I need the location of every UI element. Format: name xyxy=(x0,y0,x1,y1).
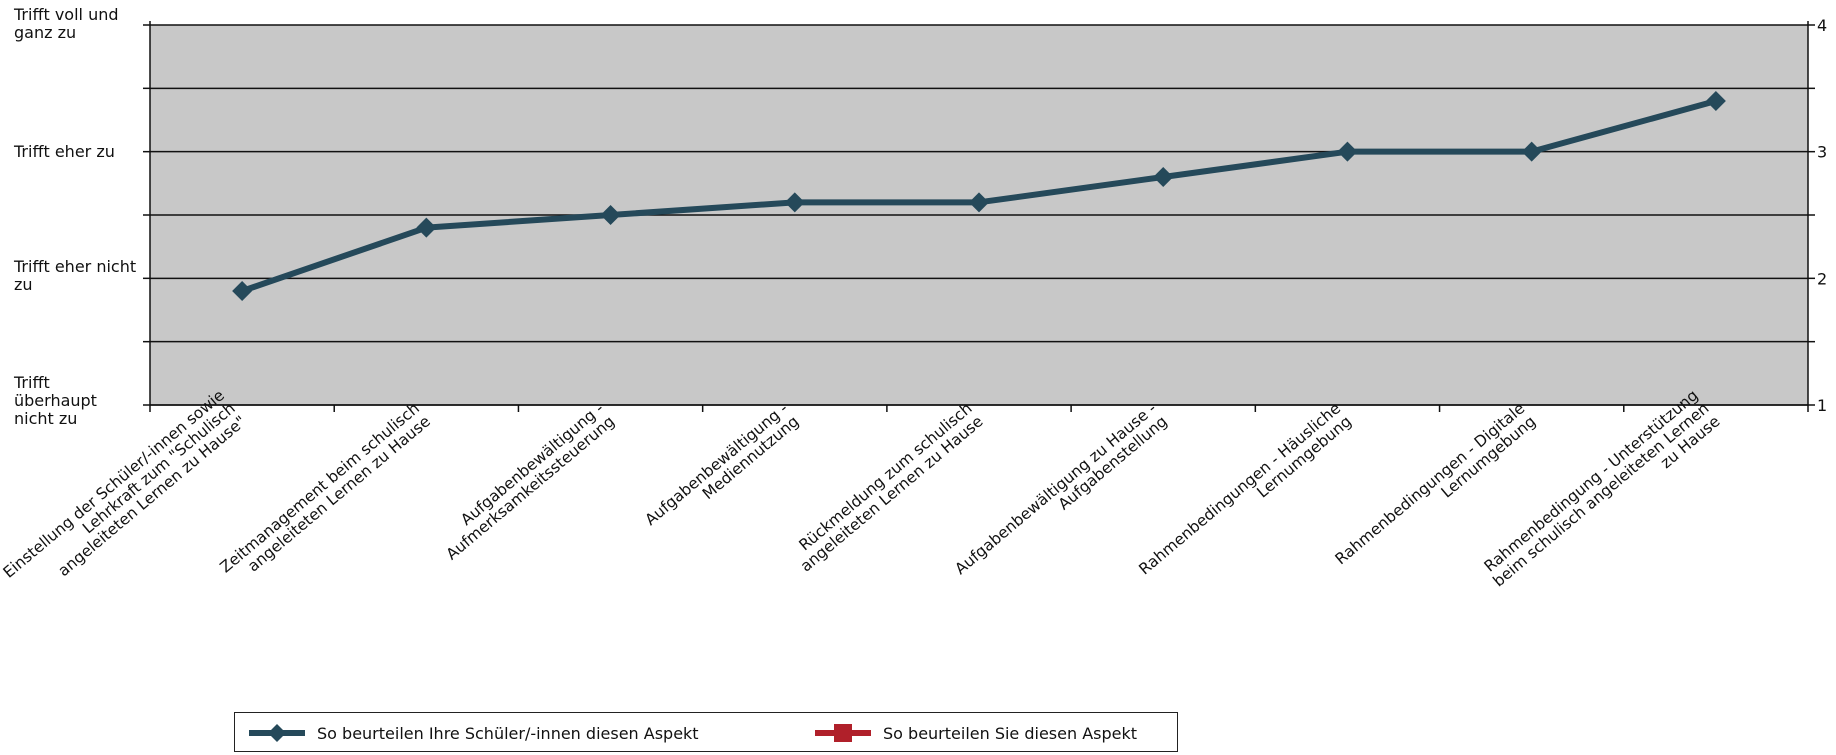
data-point xyxy=(232,281,253,301)
data-point xyxy=(784,192,805,213)
legend-label-teacher: So beurteilen Sie diesen Aspekt xyxy=(883,723,1138,743)
y-right-tick-label: 2 xyxy=(1817,269,1827,288)
data-point xyxy=(969,192,989,213)
y-label-1: Trifft überhaupt nicht zu xyxy=(14,373,97,428)
data-point xyxy=(1521,141,1542,162)
x-tick-label: Aufgabenbewältigung -Aufmerksamkeitssteu… xyxy=(432,399,618,563)
y-label-2: Trifft eher nicht zu xyxy=(14,257,137,294)
svg-text:Aufgabenbewältigung -Aufmerksa: Aufgabenbewältigung -Aufmerksamkeitssteu… xyxy=(432,399,618,563)
svg-text:Rückmeldung zum schulischangel: Rückmeldung zum schulischangeleiteten Le… xyxy=(786,399,987,575)
svg-text:Zeitmanagement beim schulischa: Zeitmanagement beim schulischangeleitete… xyxy=(217,399,434,589)
y-right-tick-label: 1 xyxy=(1817,396,1827,415)
y-label-3: Trifft eher zu xyxy=(14,142,115,161)
svg-text:Rahmenbedingungen - HäuslicheL: Rahmenbedingungen - HäuslicheLernumgebun… xyxy=(1135,399,1355,591)
legend-item-teacher: So beurteilen Sie diesen Aspekt xyxy=(813,713,1137,753)
y-right-tick-label: 3 xyxy=(1817,143,1827,162)
legend-diamond-marker-icon xyxy=(249,724,305,742)
y-label-4: Trifft voll und ganz zu xyxy=(14,5,119,42)
legend-item-students: So beurteilen Ihre Schüler/-innen diesen… xyxy=(247,713,699,753)
x-tick-label: Rahmenbedingungen - HäuslicheLernumgebun… xyxy=(1135,399,1355,591)
data-point xyxy=(1153,167,1174,187)
x-tick-label: Rückmeldung zum schulischangeleiteten Le… xyxy=(786,399,987,575)
x-tick-label: Zeitmanagement beim schulischangeleitete… xyxy=(217,399,434,589)
data-point xyxy=(600,205,621,225)
data-point xyxy=(416,217,437,238)
legend-label-students: So beurteilen Ihre Schüler/-innen diesen… xyxy=(317,723,699,743)
data-point xyxy=(1337,141,1358,162)
legend: So beurteilen Ihre Schüler/-innen diesen… xyxy=(234,712,1178,752)
legend-square-marker-icon xyxy=(815,724,871,742)
x-tick-label: Aufgabenbewältigung -Mediennutzung xyxy=(642,399,803,542)
data-point xyxy=(1705,91,1726,111)
y-right-tick-label: 4 xyxy=(1817,16,1827,35)
svg-text:Aufgabenbewältigung -Mediennut: Aufgabenbewältigung -Mediennutzung xyxy=(642,399,803,542)
